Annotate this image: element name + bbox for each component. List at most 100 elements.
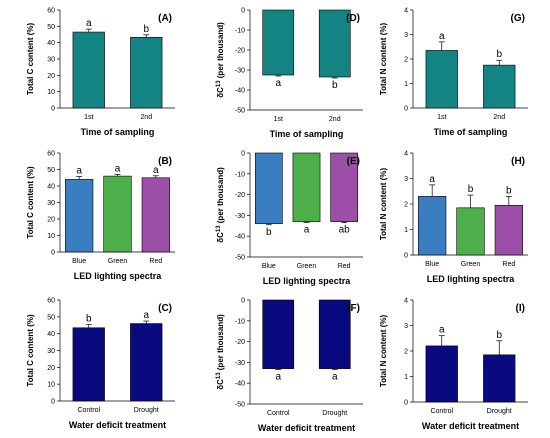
x-tick-label: Red (338, 263, 351, 270)
y-tick-label: 0 (241, 298, 245, 305)
panel-label: (E) (347, 156, 360, 167)
y-tick-label: 30 (47, 200, 55, 207)
bar (141, 177, 170, 253)
significance-letter: a (304, 225, 310, 236)
panel-label: (A) (158, 13, 172, 24)
y-tick-label: -30 (235, 360, 245, 367)
panel-a: 0 10 20 30 40 50 60 a 1st b 2nd Time of sampling Tot… (26, 8, 175, 137)
y-tick-label: -20 (235, 48, 245, 55)
significance-letter: a (439, 325, 445, 336)
significance-letter: b (86, 313, 92, 324)
panel-e: 0 -10 -20 -30 -40 -50 b Blue a Green ab Red LED ligh… (216, 151, 363, 286)
y-tick-label: 20 (47, 73, 55, 80)
significance-letter: b (332, 80, 338, 91)
y-axis-title: δC13 (per thousand) (216, 314, 225, 390)
bar (425, 50, 458, 109)
significance-letter: b (496, 49, 502, 60)
y-tick-label: -50 (235, 255, 245, 262)
y-tick-label: -20 (235, 339, 245, 346)
y-tick-label: 4 (404, 8, 408, 15)
y-tick-label: 0 (51, 106, 55, 113)
x-tick-label: Control (77, 407, 100, 414)
x-axis-title: Water deficit treatment (69, 420, 166, 430)
x-axis-title: Water deficit treatment (258, 423, 355, 433)
y-tick-label: 60 (47, 151, 55, 158)
y-tick-label: 2 (404, 57, 408, 64)
panel-label: (G) (511, 13, 525, 24)
significance-letter: a (275, 78, 281, 89)
panel-label: (I) (516, 303, 525, 314)
bar (130, 323, 163, 402)
significance-letter: b (496, 330, 502, 341)
bar (318, 9, 351, 78)
significance-letter: a (332, 372, 338, 383)
y-tick-label: 30 (47, 348, 55, 355)
significance-letter: b (468, 184, 474, 195)
x-tick-label: Green (108, 258, 128, 265)
x-tick-label: Control (430, 408, 453, 415)
significance-letter: a (86, 18, 92, 29)
y-tick-label: -40 (235, 234, 245, 241)
x-axis-title: LED lighting spectra (263, 276, 352, 286)
x-tick-label: Green (297, 263, 317, 270)
y-tick-label: 30 (47, 57, 55, 64)
y-tick-label: 50 (47, 167, 55, 174)
panel-label: (B) (158, 156, 172, 167)
panel-c: 0 10 20 30 40 50 60 b Control a Drought Water defic… (26, 298, 175, 430)
y-tick-label: 0 (51, 250, 55, 257)
y-tick-label: -30 (235, 68, 245, 75)
x-tick-label: 1st (84, 114, 93, 121)
y-tick-label: -50 (235, 402, 245, 409)
y-axis-title: δC13 (per thousand) (216, 167, 225, 243)
y-tick-label: -40 (235, 381, 245, 388)
bar (483, 64, 516, 109)
bar (425, 345, 458, 403)
y-tick-label: 10 (47, 382, 55, 389)
bar (65, 179, 94, 253)
significance-letter: ab (339, 225, 351, 236)
y-tick-label: 0 (51, 399, 55, 406)
y-tick-label: -40 (235, 88, 245, 95)
bar (292, 152, 321, 222)
y-tick-label: 0 (404, 253, 408, 260)
y-tick-label: -50 (235, 108, 245, 115)
x-axis-title: Water deficit treatment (422, 421, 519, 431)
significance-letter: a (115, 163, 121, 174)
x-tick-label: Blue (425, 261, 439, 268)
x-tick-label: Blue (262, 263, 276, 270)
y-axis-title: Total N content (%) (379, 168, 388, 241)
x-tick-label: 2nd (140, 114, 152, 121)
y-axis-title: Total C content (%) (26, 166, 35, 239)
y-tick-label: 3 (404, 323, 408, 330)
x-tick-label: Drought (322, 410, 347, 417)
bar (330, 152, 359, 222)
y-tick-label: 3 (404, 32, 408, 39)
significance-letter: a (439, 31, 445, 42)
significance-letter: a (143, 310, 149, 321)
significance-letter: a (153, 165, 159, 176)
y-axis-title: Total C content (%) (26, 23, 35, 96)
x-axis-title: Time of sampling (81, 127, 155, 137)
y-axis-title: δC13 (per thousand) (216, 22, 225, 98)
x-axis-title: Time of sampling (270, 129, 344, 139)
y-tick-label: -20 (235, 192, 245, 199)
y-tick-label: 0 (241, 8, 245, 15)
bar (456, 207, 485, 256)
y-tick-label: 0 (241, 151, 245, 158)
bar (418, 196, 447, 256)
y-tick-label: 40 (47, 184, 55, 191)
x-tick-label: Red (149, 258, 162, 265)
bar (494, 204, 523, 256)
x-axis-title: LED lighting spectra (427, 274, 516, 284)
x-tick-label: 1st (437, 114, 446, 121)
significance-letter: b (143, 24, 149, 35)
x-tick-label: Drought (134, 407, 159, 414)
y-tick-label: -10 (235, 171, 245, 178)
bar (72, 327, 105, 402)
y-tick-label: -30 (235, 213, 245, 220)
x-tick-label: Control (267, 410, 290, 417)
x-tick-label: Blue (72, 258, 86, 265)
bar (254, 152, 283, 225)
y-tick-label: 10 (47, 233, 55, 240)
